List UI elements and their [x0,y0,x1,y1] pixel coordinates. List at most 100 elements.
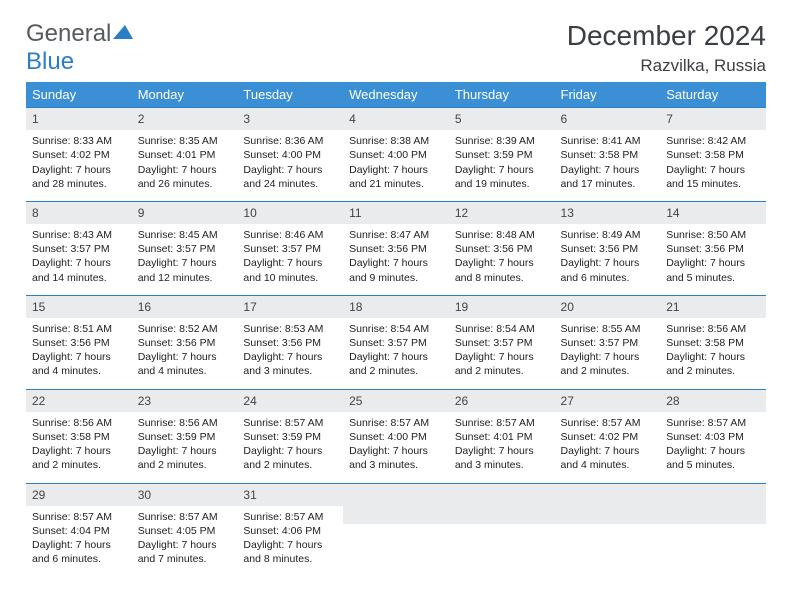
day-number: 17 [237,295,343,318]
weekday-header: Monday [132,82,238,107]
day-number: 31 [237,483,343,506]
daylight-line: Daylight: 7 hours and 2 minutes. [138,444,232,472]
sunset-line: Sunset: 3:57 PM [455,336,549,350]
day-number: 1 [26,107,132,130]
day-number: 22 [26,389,132,412]
day-number: 9 [132,201,238,224]
logo-word-blue: Blue [26,48,74,75]
calendar-cell: 27Sunrise: 8:57 AMSunset: 4:02 PMDayligh… [555,389,661,483]
sunset-line: Sunset: 3:58 PM [561,148,655,162]
day-number: 6 [555,107,661,130]
sunrise-line: Sunrise: 8:53 AM [243,322,337,336]
calendar-row: 22Sunrise: 8:56 AMSunset: 3:58 PMDayligh… [26,389,766,483]
daylight-line: Daylight: 7 hours and 6 minutes. [561,256,655,284]
sunset-line: Sunset: 4:02 PM [32,148,126,162]
weekday-header: Saturday [660,82,766,107]
day-body: Sunrise: 8:57 AMSunset: 4:03 PMDaylight:… [660,412,766,483]
sunrise-line: Sunrise: 8:38 AM [349,134,443,148]
day-number: 18 [343,295,449,318]
day-body: Sunrise: 8:57 AMSunset: 4:06 PMDaylight:… [237,506,343,577]
daylight-line: Daylight: 7 hours and 5 minutes. [666,256,760,284]
calendar-cell: 20Sunrise: 8:55 AMSunset: 3:57 PMDayligh… [555,295,661,389]
day-body: Sunrise: 8:46 AMSunset: 3:57 PMDaylight:… [237,224,343,295]
daylight-line: Daylight: 7 hours and 15 minutes. [666,163,760,191]
day-body: Sunrise: 8:56 AMSunset: 3:58 PMDaylight:… [26,412,132,483]
calendar-cell: 13Sunrise: 8:49 AMSunset: 3:56 PMDayligh… [555,201,661,295]
calendar-cell: 21Sunrise: 8:56 AMSunset: 3:58 PMDayligh… [660,295,766,389]
sunset-line: Sunset: 3:56 PM [455,242,549,256]
daylight-line: Daylight: 7 hours and 24 minutes. [243,163,337,191]
sunset-line: Sunset: 3:58 PM [666,148,760,162]
sunrise-line: Sunrise: 8:57 AM [243,510,337,524]
daylight-line: Daylight: 7 hours and 4 minutes. [138,350,232,378]
day-body: Sunrise: 8:33 AMSunset: 4:02 PMDaylight:… [26,130,132,201]
sunset-line: Sunset: 3:59 PM [138,430,232,444]
day-body: Sunrise: 8:47 AMSunset: 3:56 PMDaylight:… [343,224,449,295]
day-number: 16 [132,295,238,318]
sunrise-line: Sunrise: 8:51 AM [32,322,126,336]
calendar-cell: 5Sunrise: 8:39 AMSunset: 3:59 PMDaylight… [449,107,555,201]
sunset-line: Sunset: 4:03 PM [666,430,760,444]
logo: General Blue [26,20,135,76]
daylight-line: Daylight: 7 hours and 26 minutes. [138,163,232,191]
title-block: December 2024 Razvilka, Russia [567,20,766,76]
calendar-cell: 7Sunrise: 8:42 AMSunset: 3:58 PMDaylight… [660,107,766,201]
calendar-cell: 22Sunrise: 8:56 AMSunset: 3:58 PMDayligh… [26,389,132,483]
weekday-header: Sunday [26,82,132,107]
daylight-line: Daylight: 7 hours and 17 minutes. [561,163,655,191]
day-number: 28 [660,389,766,412]
sunrise-line: Sunrise: 8:48 AM [455,228,549,242]
sunset-line: Sunset: 3:56 PM [32,336,126,350]
day-body: Sunrise: 8:53 AMSunset: 3:56 PMDaylight:… [237,318,343,389]
day-number: 26 [449,389,555,412]
day-body: Sunrise: 8:55 AMSunset: 3:57 PMDaylight:… [555,318,661,389]
day-number: 29 [26,483,132,506]
sunset-line: Sunset: 3:58 PM [666,336,760,350]
day-body: Sunrise: 8:45 AMSunset: 3:57 PMDaylight:… [132,224,238,295]
calendar-cell: 8Sunrise: 8:43 AMSunset: 3:57 PMDaylight… [26,201,132,295]
calendar-cell: 28Sunrise: 8:57 AMSunset: 4:03 PMDayligh… [660,389,766,483]
sunset-line: Sunset: 4:01 PM [455,430,549,444]
day-body: Sunrise: 8:57 AMSunset: 3:59 PMDaylight:… [237,412,343,483]
sunrise-line: Sunrise: 8:54 AM [455,322,549,336]
day-body: Sunrise: 8:57 AMSunset: 4:01 PMDaylight:… [449,412,555,483]
daylight-line: Daylight: 7 hours and 3 minutes. [349,444,443,472]
calendar-row: 29Sunrise: 8:57 AMSunset: 4:04 PMDayligh… [26,483,766,577]
sunrise-line: Sunrise: 8:42 AM [666,134,760,148]
sunrise-line: Sunrise: 8:56 AM [138,416,232,430]
daylight-line: Daylight: 7 hours and 2 minutes. [455,350,549,378]
day-body: Sunrise: 8:41 AMSunset: 3:58 PMDaylight:… [555,130,661,201]
day-number: 8 [26,201,132,224]
sunrise-line: Sunrise: 8:47 AM [349,228,443,242]
day-number: 20 [555,295,661,318]
sunrise-line: Sunrise: 8:57 AM [243,416,337,430]
daylight-line: Daylight: 7 hours and 8 minutes. [243,538,337,566]
weekday-header: Wednesday [343,82,449,107]
sunset-line: Sunset: 3:57 PM [243,242,337,256]
calendar-cell: 26Sunrise: 8:57 AMSunset: 4:01 PMDayligh… [449,389,555,483]
logo-text: General Blue [26,20,135,76]
calendar-cell: 25Sunrise: 8:57 AMSunset: 4:00 PMDayligh… [343,389,449,483]
day-number: 4 [343,107,449,130]
sunrise-line: Sunrise: 8:52 AM [138,322,232,336]
sunset-line: Sunset: 4:00 PM [243,148,337,162]
day-body: Sunrise: 8:57 AMSunset: 4:04 PMDaylight:… [26,506,132,577]
day-number: 23 [132,389,238,412]
sunrise-line: Sunrise: 8:56 AM [32,416,126,430]
daylight-line: Daylight: 7 hours and 28 minutes. [32,163,126,191]
sunrise-line: Sunrise: 8:56 AM [666,322,760,336]
daylight-line: Daylight: 7 hours and 2 minutes. [666,350,760,378]
day-number: 15 [26,295,132,318]
sunrise-line: Sunrise: 8:54 AM [349,322,443,336]
sunrise-line: Sunrise: 8:36 AM [243,134,337,148]
calendar-cell: 23 Sunrise: 8:56 AMSunset: 3:59 PMDayligh… [132,389,238,483]
sunrise-line: Sunrise: 8:45 AM [138,228,232,242]
calendar-cell: 31Sunrise: 8:57 AMSunset: 4:06 PMDayligh… [237,483,343,577]
daylight-line: Daylight: 7 hours and 9 minutes. [349,256,443,284]
day-body: Sunrise: 8:54 AMSunset: 3:57 PMDaylight:… [343,318,449,389]
sunset-line: Sunset: 4:00 PM [349,430,443,444]
sunset-line: Sunset: 4:06 PM [243,524,337,538]
sunset-line: Sunset: 4:04 PM [32,524,126,538]
daylight-line: Daylight: 7 hours and 8 minutes. [455,256,549,284]
location-label: Razvilka, Russia [567,56,766,76]
